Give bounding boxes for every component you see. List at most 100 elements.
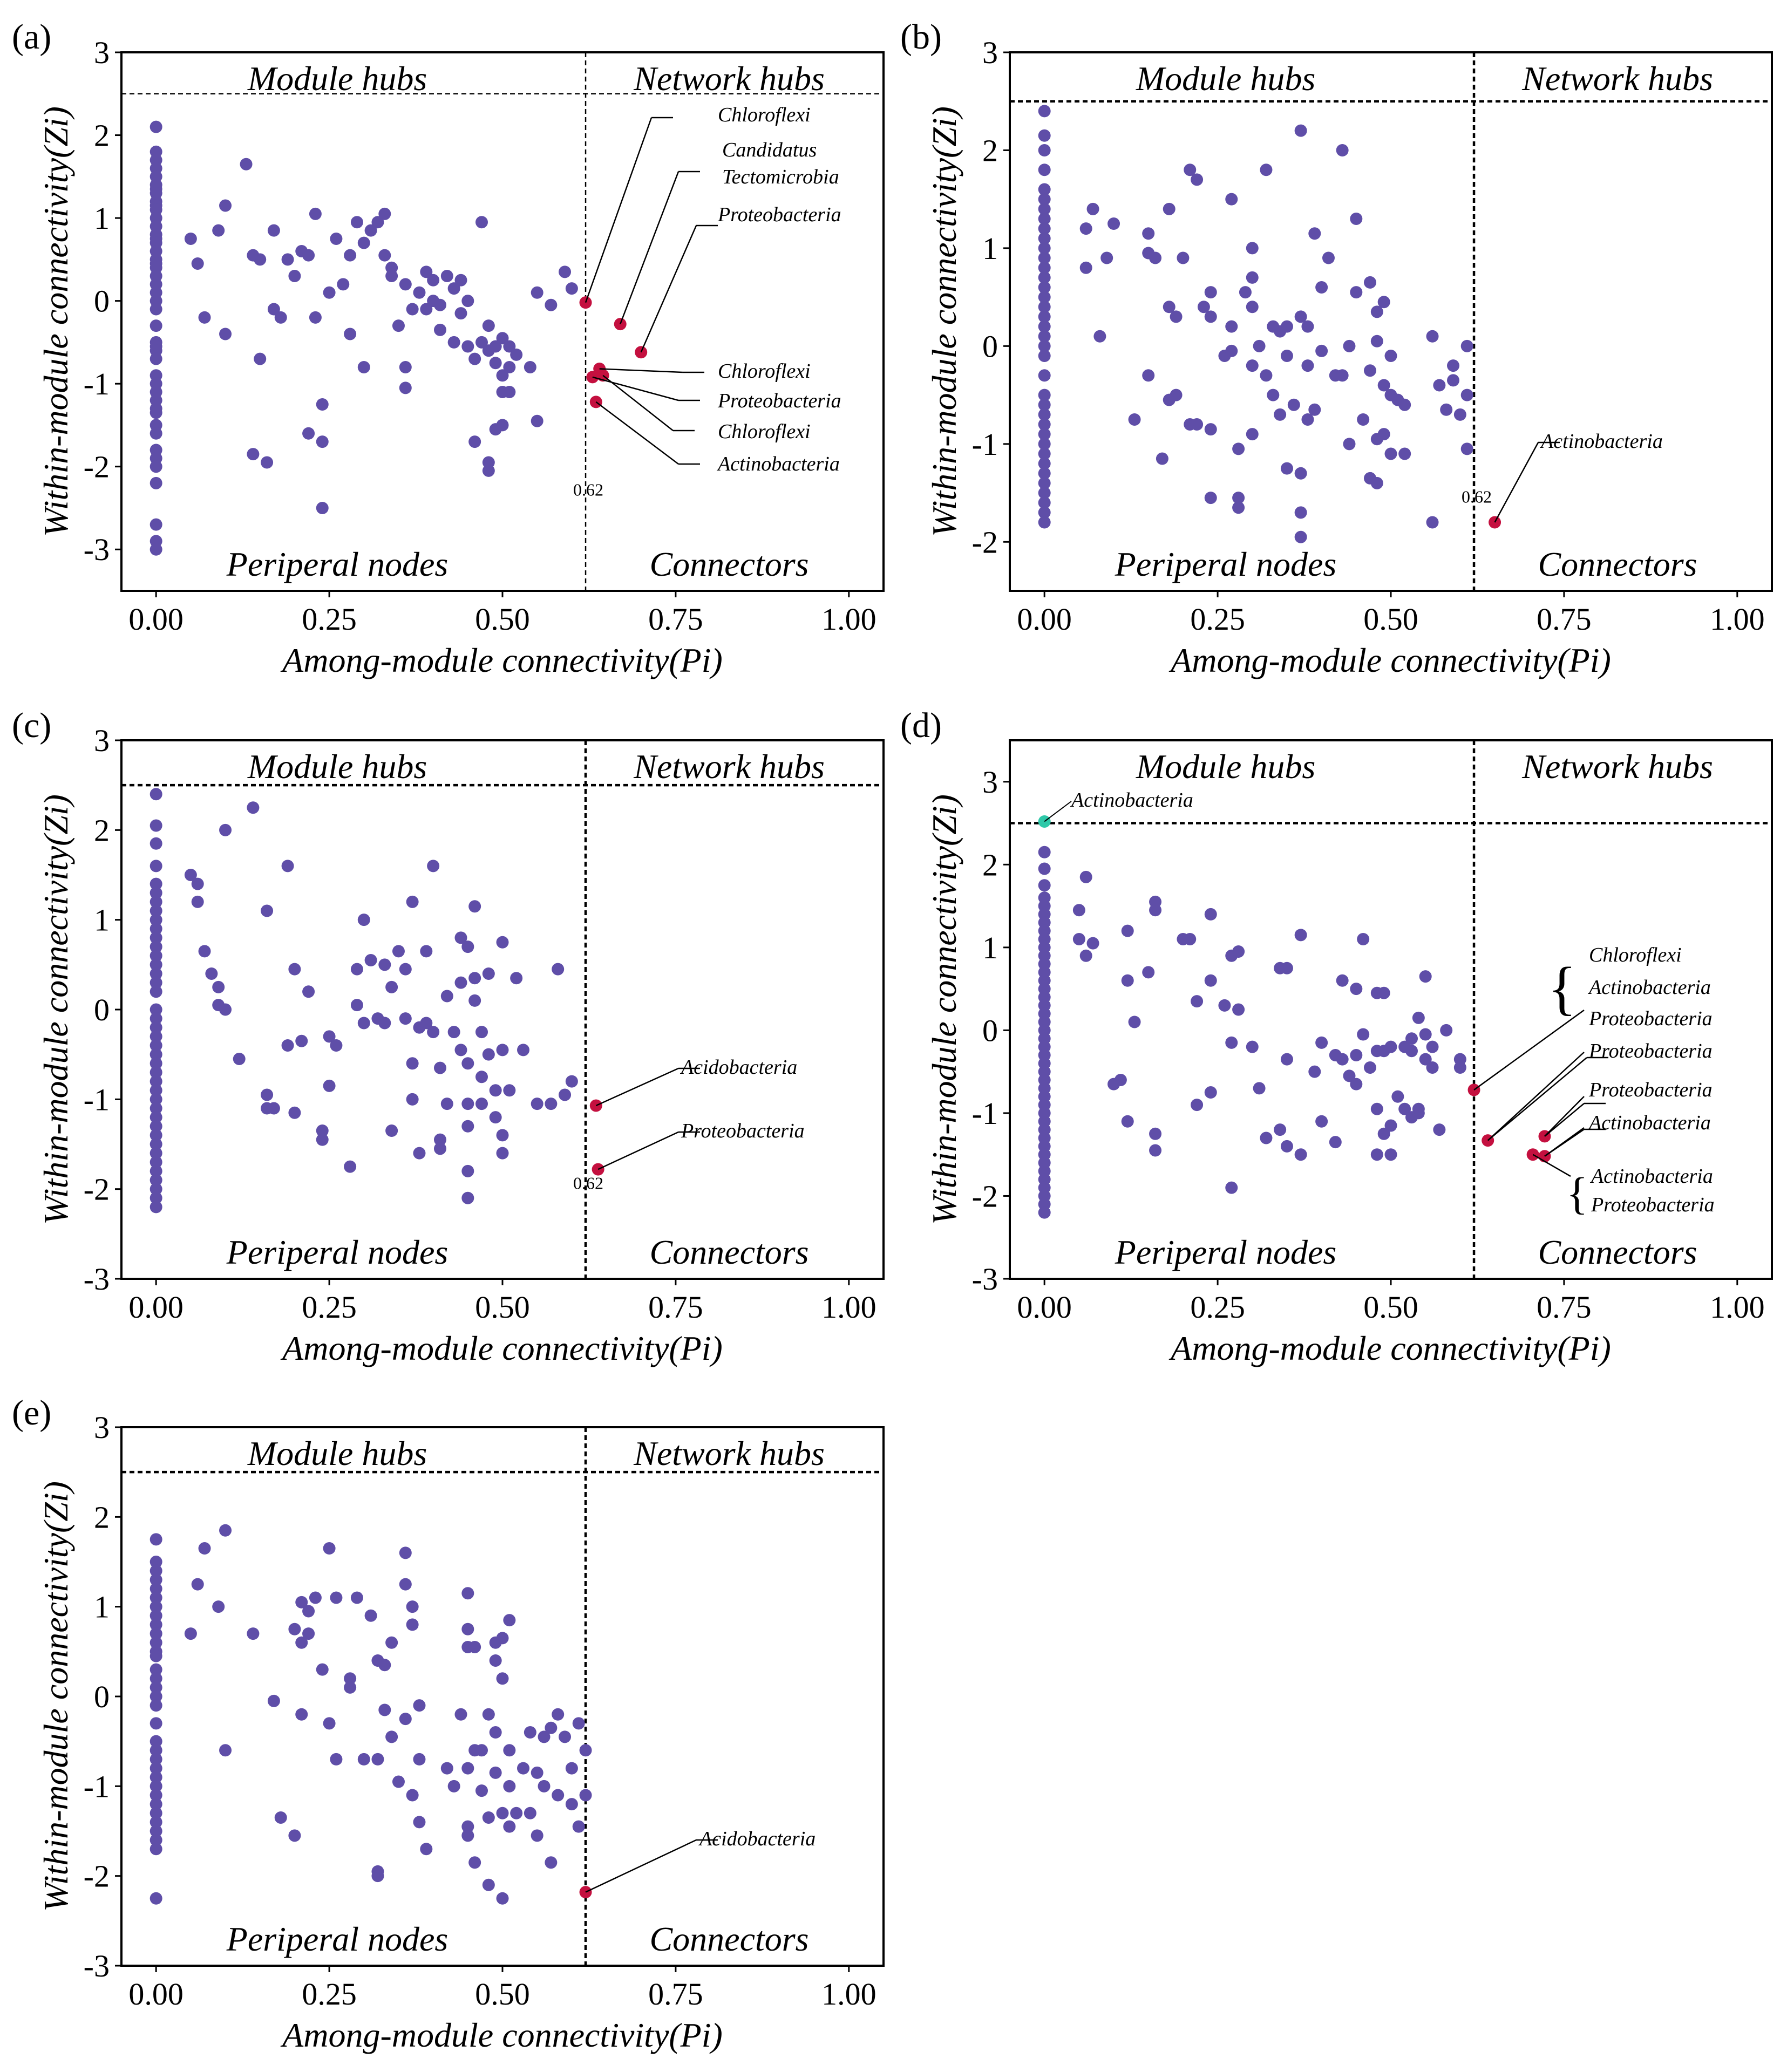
annotation-leader	[602, 374, 674, 431]
node-point	[1440, 403, 1453, 416]
annotation-leader	[585, 1839, 697, 1893]
node-point	[288, 1623, 301, 1635]
node-point	[1294, 310, 1307, 323]
node-point	[150, 1780, 162, 1792]
node-point	[496, 936, 509, 949]
region-module-hubs: Module hubs	[247, 1434, 427, 1473]
y-tick-label: 3	[94, 723, 110, 758]
node-point	[205, 967, 218, 980]
node-point	[1377, 986, 1390, 999]
node-point	[1350, 286, 1363, 299]
node-point	[316, 435, 329, 448]
y-axis-title: Within-module connectivity(Zi)	[925, 794, 963, 1225]
y-tick-label: -2	[84, 1172, 110, 1207]
node-point	[295, 1636, 308, 1649]
annotation-leader	[1473, 1009, 1585, 1090]
x-tick-label: 0.00	[128, 602, 184, 637]
node-point	[1038, 212, 1051, 225]
annotation-label: Proteobacteria	[1591, 1194, 1715, 1216]
node-point	[1239, 286, 1252, 299]
node-point	[150, 1600, 162, 1613]
node-point	[184, 869, 197, 881]
node-point	[1370, 305, 1383, 318]
node-point	[461, 1587, 474, 1600]
x-tick-label: 0.50	[475, 602, 530, 637]
node-point	[1294, 530, 1307, 543]
node-point	[1246, 271, 1259, 284]
node-point	[150, 1627, 162, 1640]
node-point	[1038, 879, 1051, 892]
node-point	[468, 435, 481, 448]
node-point	[150, 1762, 162, 1775]
node-point	[150, 120, 162, 133]
node-point	[440, 1762, 453, 1775]
node-point	[1350, 1078, 1363, 1090]
y-tick-label: 2	[982, 847, 998, 882]
node-point	[150, 1789, 162, 1802]
node-point	[1398, 398, 1411, 411]
region-connectors: Connectors	[649, 1233, 808, 1271]
node-point	[1343, 438, 1356, 451]
node-point	[1038, 242, 1051, 255]
node-point	[531, 1829, 543, 1842]
node-point	[150, 860, 162, 873]
annotation-label: Actinobacteria	[1589, 1165, 1713, 1188]
node-point	[150, 837, 162, 850]
node-point	[1149, 251, 1162, 264]
node-point	[330, 1039, 343, 1052]
node-point	[1260, 1132, 1273, 1144]
node-point	[281, 253, 294, 266]
node-point	[489, 340, 502, 353]
node-point	[1197, 301, 1210, 313]
panel-b: (b) Module hubs Network hubs Periperal node…	[900, 17, 1773, 679]
y-axis-title: Within-module connectivity(Zi)	[925, 106, 963, 537]
node-point	[150, 1816, 162, 1829]
node-point	[219, 823, 232, 836]
node-point	[150, 1892, 162, 1905]
annotation-leader	[1487, 1052, 1585, 1141]
node-point	[302, 1605, 315, 1618]
node-point	[475, 216, 488, 229]
node-point	[1225, 1181, 1238, 1194]
node-point	[385, 1124, 398, 1137]
node-point	[150, 922, 162, 935]
node-point	[496, 1129, 509, 1142]
node-point	[1038, 398, 1051, 411]
node-point	[454, 931, 467, 944]
node-point	[1038, 496, 1051, 509]
node-point	[150, 1807, 162, 1819]
y-tick-label: -1	[972, 1096, 998, 1131]
node-point	[1253, 339, 1266, 352]
node-point	[150, 1533, 162, 1546]
node-point	[150, 1147, 162, 1160]
node-point	[344, 249, 357, 262]
node-point	[1204, 310, 1217, 323]
x-tick-label: 0.25	[302, 602, 357, 637]
node-point	[150, 877, 162, 890]
node-point	[503, 1614, 516, 1627]
node-point	[565, 1798, 578, 1811]
node-point	[1038, 369, 1051, 382]
plot-frame	[1009, 51, 1773, 592]
x-tick-label: 0.75	[648, 1976, 703, 2012]
plot-frame	[1009, 739, 1773, 1280]
annotation-leader	[585, 117, 653, 303]
node-point	[482, 464, 495, 477]
node-point	[1100, 251, 1113, 264]
node-point	[184, 232, 197, 245]
plot-frame	[120, 1426, 885, 1967]
node-point	[1433, 1123, 1446, 1136]
node-point	[1079, 949, 1092, 962]
node-point	[350, 1591, 363, 1604]
node-point	[1149, 904, 1162, 917]
node-point	[219, 1744, 232, 1757]
node-point	[1204, 423, 1217, 436]
node-point	[150, 1573, 162, 1586]
node-point	[1086, 937, 1099, 950]
node-point	[267, 303, 280, 316]
node-point	[565, 1075, 578, 1088]
node-point	[184, 1627, 197, 1640]
x-tick-label: 1.00	[1710, 1290, 1765, 1325]
node-point	[399, 1546, 412, 1559]
